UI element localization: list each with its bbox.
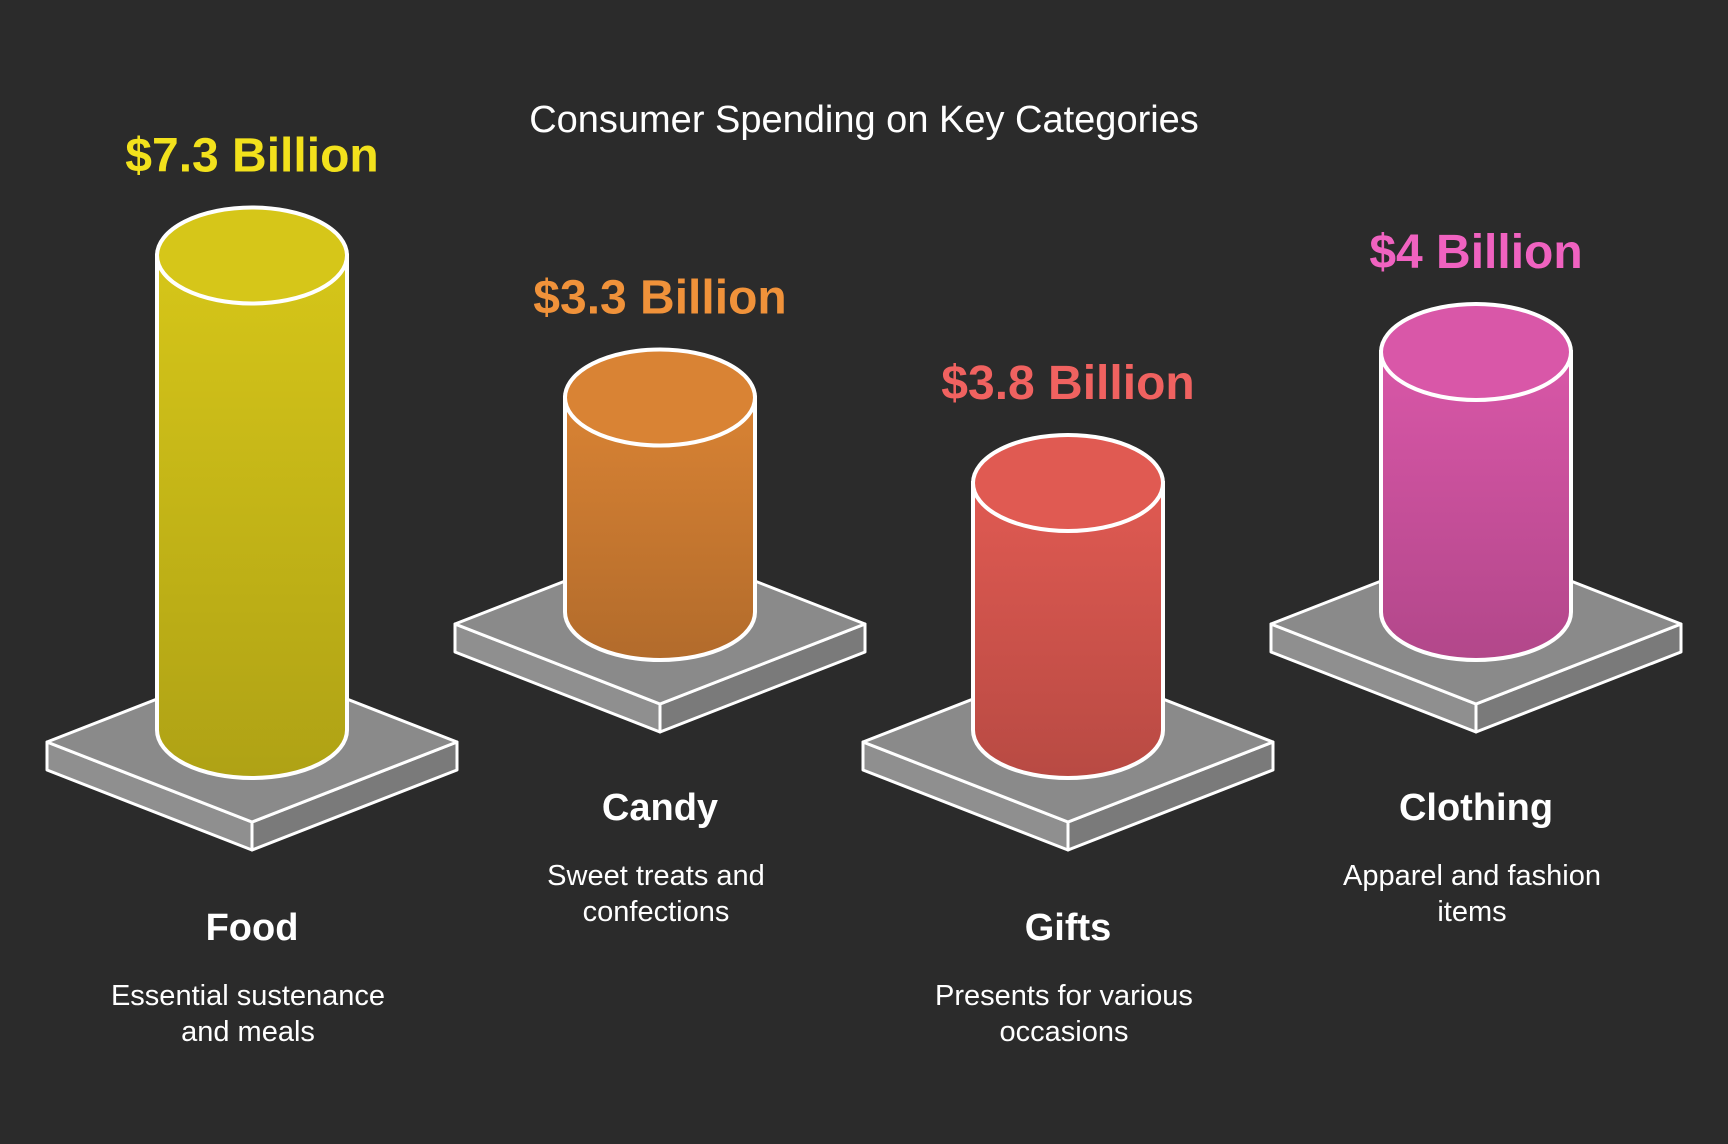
bar-top-clothing — [1379, 302, 1573, 402]
description-clothing: items — [1437, 896, 1506, 928]
category-label-food: Food — [206, 907, 299, 949]
value-label-candy: $3.3 Billion — [533, 272, 786, 325]
bar-group-candy: $3.3 Billion Candy Sweet treats and confect… — [453, 272, 867, 928]
value-label-gifts: $3.8 Billion — [941, 357, 1194, 410]
description-gifts: occasions — [1000, 1016, 1129, 1048]
value-label-clothing: $4 Billion — [1369, 226, 1582, 279]
bar-group-food: $7.3 Billion Food Essential sustenance and … — [45, 130, 459, 1048]
bar-clothing — [1379, 350, 1573, 662]
category-label-candy: Candy — [602, 787, 718, 829]
bar-top-food — [155, 205, 349, 306]
description-clothing: Apparel and fashion — [1343, 860, 1601, 892]
bar-gifts — [971, 481, 1165, 780]
chart-title: Consumer Spending on Key Categories — [529, 99, 1199, 141]
bar-food — [155, 253, 349, 780]
description-food: and meals — [181, 1016, 315, 1048]
bar-top-gifts — [971, 433, 1165, 533]
description-food: Essential sustenance — [111, 980, 385, 1012]
description-candy: Sweet treats and — [547, 860, 765, 892]
value-label-food: $7.3 Billion — [125, 130, 378, 183]
bar-group-clothing: $4 Billion Clothing Apparel and fashion ite… — [1269, 226, 1683, 928]
description-gifts: Presents for various — [935, 980, 1193, 1012]
bar-top-candy — [563, 347, 757, 448]
bar-group-gifts: $3.8 Billion Gifts Presents for various occ… — [861, 357, 1275, 1048]
category-label-gifts: Gifts — [1025, 907, 1112, 949]
bar-candy — [563, 395, 757, 662]
description-candy: confections — [583, 896, 730, 928]
category-label-clothing: Clothing — [1399, 787, 1553, 829]
